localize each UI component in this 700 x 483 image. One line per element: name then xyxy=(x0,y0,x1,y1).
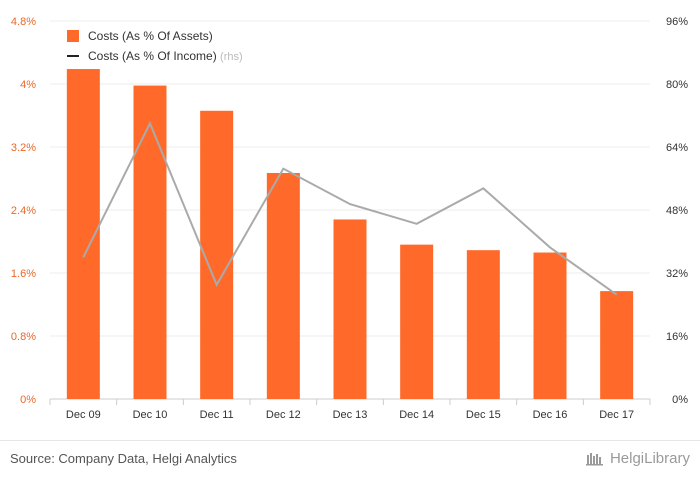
bar xyxy=(333,219,367,399)
y-right-tick-label: 64% xyxy=(666,142,688,154)
y-axis-right: 0% 16% 32% 48% 64% 80% 96% xyxy=(666,16,688,406)
y-left-tick-label: 4% xyxy=(20,79,36,91)
x-tick-label: Dec 13 xyxy=(333,409,368,421)
bar-series xyxy=(66,69,634,400)
combo-chart: 0% 0.8% 1.6% 2.4% 3.2% 4% 4.8% 0% 16% 32% 48% 64% 8… xyxy=(11,16,688,421)
x-tick-label: Dec 11 xyxy=(200,409,234,421)
y-left-tick-label: 3.2% xyxy=(11,142,36,154)
bar xyxy=(533,252,567,399)
x-tick-label: Dec 17 xyxy=(599,409,634,421)
bar xyxy=(600,291,634,399)
y-left-tick-label: 0% xyxy=(20,394,36,406)
bar xyxy=(466,250,500,399)
y-left-tick-label: 4.8% xyxy=(11,16,36,28)
legend: Costs (As % Of Assets) Costs (As % Of Inc… xyxy=(67,29,243,63)
x-tick-label: Dec 09 xyxy=(66,409,101,421)
bar xyxy=(266,172,300,399)
y-right-tick-label: 96% xyxy=(666,16,688,28)
bar xyxy=(200,110,234,400)
y-right-tick-label: 32% xyxy=(666,268,688,280)
legend-swatch-bar xyxy=(67,30,79,42)
bar xyxy=(400,244,434,399)
line-series xyxy=(82,120,618,296)
brand-name: HelgiLibrary xyxy=(609,450,690,467)
x-axis: Dec 09 Dec 10 Dec 11 Dec 12 Dec 13 Dec 14 Dec … xyxy=(66,409,634,421)
legend-label-bar: Costs (As % Of Assets) xyxy=(88,29,213,43)
source-note: Source: Company Data, Helgi Analytics xyxy=(10,451,237,466)
y-right-tick-label: 48% xyxy=(666,205,688,217)
legend-rhs-note: (rhs) xyxy=(220,51,243,63)
x-tick-label: Dec 12 xyxy=(266,409,301,421)
x-tick-label: Dec 15 xyxy=(466,409,501,421)
y-right-tick-label: 0% xyxy=(672,394,688,406)
x-tick-label: Dec 14 xyxy=(399,409,434,421)
y-left-tick-label: 1.6% xyxy=(11,268,36,280)
legend-label-line: Costs (As % Of Income) (rhs) xyxy=(88,49,243,63)
footer-divider xyxy=(0,440,700,441)
brand-logo: HelgiLibrary xyxy=(585,450,690,467)
y-left-tick-label: 0.8% xyxy=(11,331,36,343)
y-axis-left: 0% 0.8% 1.6% 2.4% 3.2% 4% 4.8% xyxy=(11,16,36,406)
library-icon xyxy=(585,452,603,465)
x-tick-label: Dec 16 xyxy=(533,409,568,421)
bar xyxy=(133,85,167,399)
y-right-tick-label: 80% xyxy=(666,79,688,91)
y-left-tick-label: 2.4% xyxy=(11,205,36,217)
y-right-tick-label: 16% xyxy=(666,331,688,343)
x-tick-label: Dec 10 xyxy=(133,409,168,421)
